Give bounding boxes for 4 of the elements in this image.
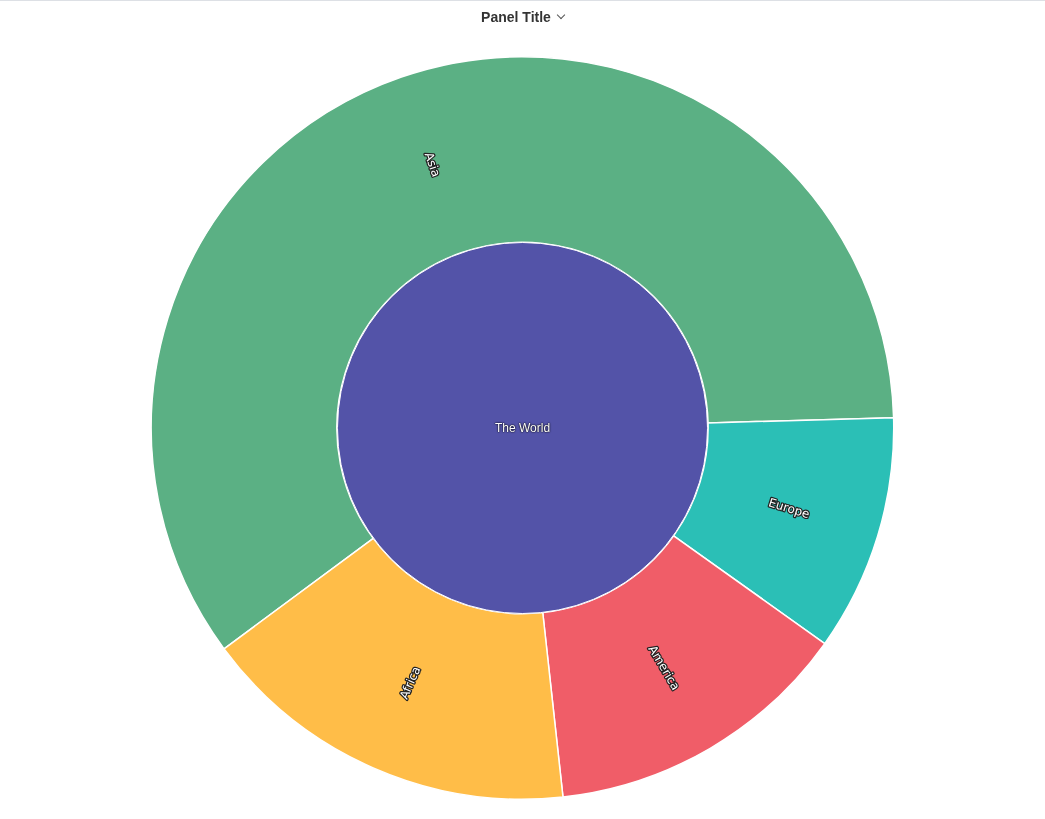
- chart-title: Panel Title: [480, 9, 552, 25]
- slice-label: Africa: [396, 664, 424, 702]
- slice-label: Asia: [421, 150, 444, 179]
- slice-label: Europe: [766, 495, 812, 522]
